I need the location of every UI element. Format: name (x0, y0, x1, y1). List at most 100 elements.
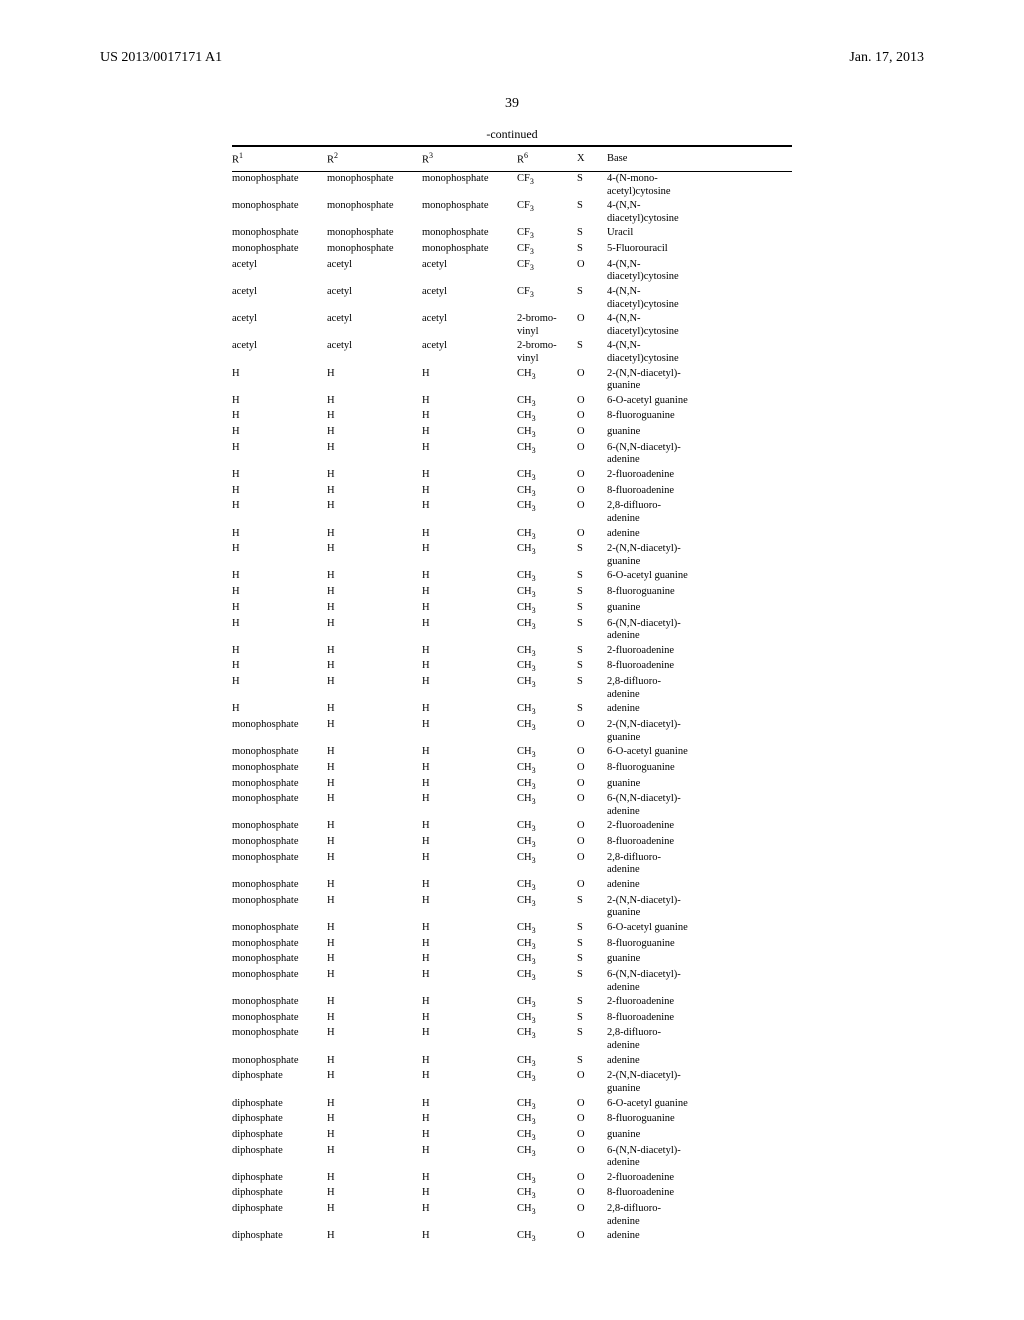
table-cell: H (327, 425, 422, 441)
table-cell: CH3 (517, 585, 577, 601)
table-cell: H (422, 968, 517, 995)
table-cell: CH3 (517, 718, 577, 745)
table-cell: CH3 (517, 644, 577, 660)
table-cell: CF3 (517, 242, 577, 258)
table-cell: CH3 (517, 569, 577, 585)
table-row: acetylacetylacetylCF3S4-(N,N-diacetyl)cy… (232, 285, 792, 312)
table-cell: CH3 (517, 394, 577, 410)
table-cell: adenine (607, 1229, 792, 1245)
table-cell: H (327, 1054, 422, 1070)
table-cell: H (232, 394, 327, 410)
table-cell: H (422, 745, 517, 761)
table-cell: H (422, 617, 517, 644)
table-cell: CH3 (517, 542, 577, 569)
table-cell: diphosphate (232, 1202, 327, 1229)
table-cell: S (577, 644, 607, 660)
table-cell: O (577, 1069, 607, 1096)
table-cell: O (577, 1097, 607, 1113)
table-cell: guanine (607, 777, 792, 793)
table-row: monophosphatemonophosphatemonophosphateC… (232, 226, 792, 242)
table-cell: 2,8-difluoro-adenine (607, 1202, 792, 1229)
table-cell: 2-fluoroadenine (607, 819, 792, 835)
table-cell: CH3 (517, 995, 577, 1011)
table-cell: H (327, 1144, 422, 1171)
table-cell: monophosphate (327, 242, 422, 258)
table-cell: H (327, 851, 422, 878)
table-cell: diphosphate (232, 1186, 327, 1202)
table-cell: H (232, 499, 327, 526)
table-cell: H (232, 601, 327, 617)
table-cell: H (422, 777, 517, 793)
table-cell: H (422, 894, 517, 921)
table-cell: CH3 (517, 894, 577, 921)
table-cell: H (327, 441, 422, 468)
table-cell: H (327, 1026, 422, 1053)
table-cell: H (232, 527, 327, 543)
compound-table: R1 R2 R3 R6 X Base monophosphatemonophos… (232, 145, 792, 1245)
table-cell: 8-fluoroadenine (607, 835, 792, 851)
table-cell: monophosphate (232, 968, 327, 995)
col-x: X (577, 147, 607, 172)
table-cell: H (327, 777, 422, 793)
table-cell: diphosphate (232, 1069, 327, 1096)
table-cell: CH3 (517, 952, 577, 968)
table-cell: H (422, 601, 517, 617)
table-cell: H (327, 1011, 422, 1027)
table-cell: H (327, 644, 422, 660)
publication-number: US 2013/0017171 A1 (100, 50, 222, 66)
table-cell: CH3 (517, 819, 577, 835)
table-row: monophosphateHHCH3S2,8-difluoro-adenine (232, 1026, 792, 1053)
table-cell: O (577, 819, 607, 835)
table-cell: O (577, 792, 607, 819)
table-cell: O (577, 499, 607, 526)
table-cell: S (577, 952, 607, 968)
table-cell: 4-(N,N-diacetyl)cytosine (607, 258, 792, 285)
table-cell: 4-(N-mono-acetyl)cytosine (607, 172, 792, 200)
table-cell: H (327, 617, 422, 644)
table-cell: H (422, 792, 517, 819)
table-cell: H (327, 1097, 422, 1113)
col-r1: R1 (232, 147, 327, 172)
table-cell: H (422, 1011, 517, 1027)
table-cell: H (327, 569, 422, 585)
table-cell: H (422, 367, 517, 394)
page-header: US 2013/0017171 A1 Jan. 17, 2013 (100, 50, 924, 66)
table-cell: O (577, 878, 607, 894)
table-cell: CH3 (517, 617, 577, 644)
table-cell: 8-fluoroadenine (607, 1011, 792, 1027)
table-cell: 2,8-difluoro-adenine (607, 1026, 792, 1053)
table-cell: H (327, 878, 422, 894)
table-cell: H (327, 484, 422, 500)
table-cell: monophosphate (327, 199, 422, 226)
table-cell: monophosphate (232, 1011, 327, 1027)
table-cell: monophosphate (422, 172, 517, 200)
table-cell: adenine (607, 702, 792, 718)
table-cell: H (422, 851, 517, 878)
table-cell: CH3 (517, 937, 577, 953)
col-r3: R3 (422, 147, 517, 172)
table-cell: 6-O-acetyl guanine (607, 569, 792, 585)
table-cell: S (577, 1026, 607, 1053)
table-row: diphosphateHHCH3O6-O-acetyl guanine (232, 1097, 792, 1113)
table-cell: CH3 (517, 367, 577, 394)
table-cell: O (577, 484, 607, 500)
table-cell: acetyl (232, 258, 327, 285)
table-cell: CH3 (517, 878, 577, 894)
table-row: HHHCH3O6-O-acetyl guanine (232, 394, 792, 410)
table-cell: H (232, 484, 327, 500)
table-cell: 2-(N,N-diacetyl)-guanine (607, 542, 792, 569)
table-cell: S (577, 226, 607, 242)
table-cell: 2-(N,N-diacetyl)-guanine (607, 718, 792, 745)
table-row: diphosphateHHCH3O8-fluoroadenine (232, 1186, 792, 1202)
table-cell: acetyl (327, 285, 422, 312)
table-cell: CH3 (517, 851, 577, 878)
table-cell: H (422, 1186, 517, 1202)
table-cell: H (422, 718, 517, 745)
table-cell: CH3 (517, 409, 577, 425)
table-cell: H (232, 367, 327, 394)
table-cell: S (577, 921, 607, 937)
table-cell: H (327, 745, 422, 761)
table-row: HHHCH3S6-(N,N-diacetyl)-adenine (232, 617, 792, 644)
table-cell: 4-(N,N-diacetyl)cytosine (607, 285, 792, 312)
table-cell: S (577, 659, 607, 675)
